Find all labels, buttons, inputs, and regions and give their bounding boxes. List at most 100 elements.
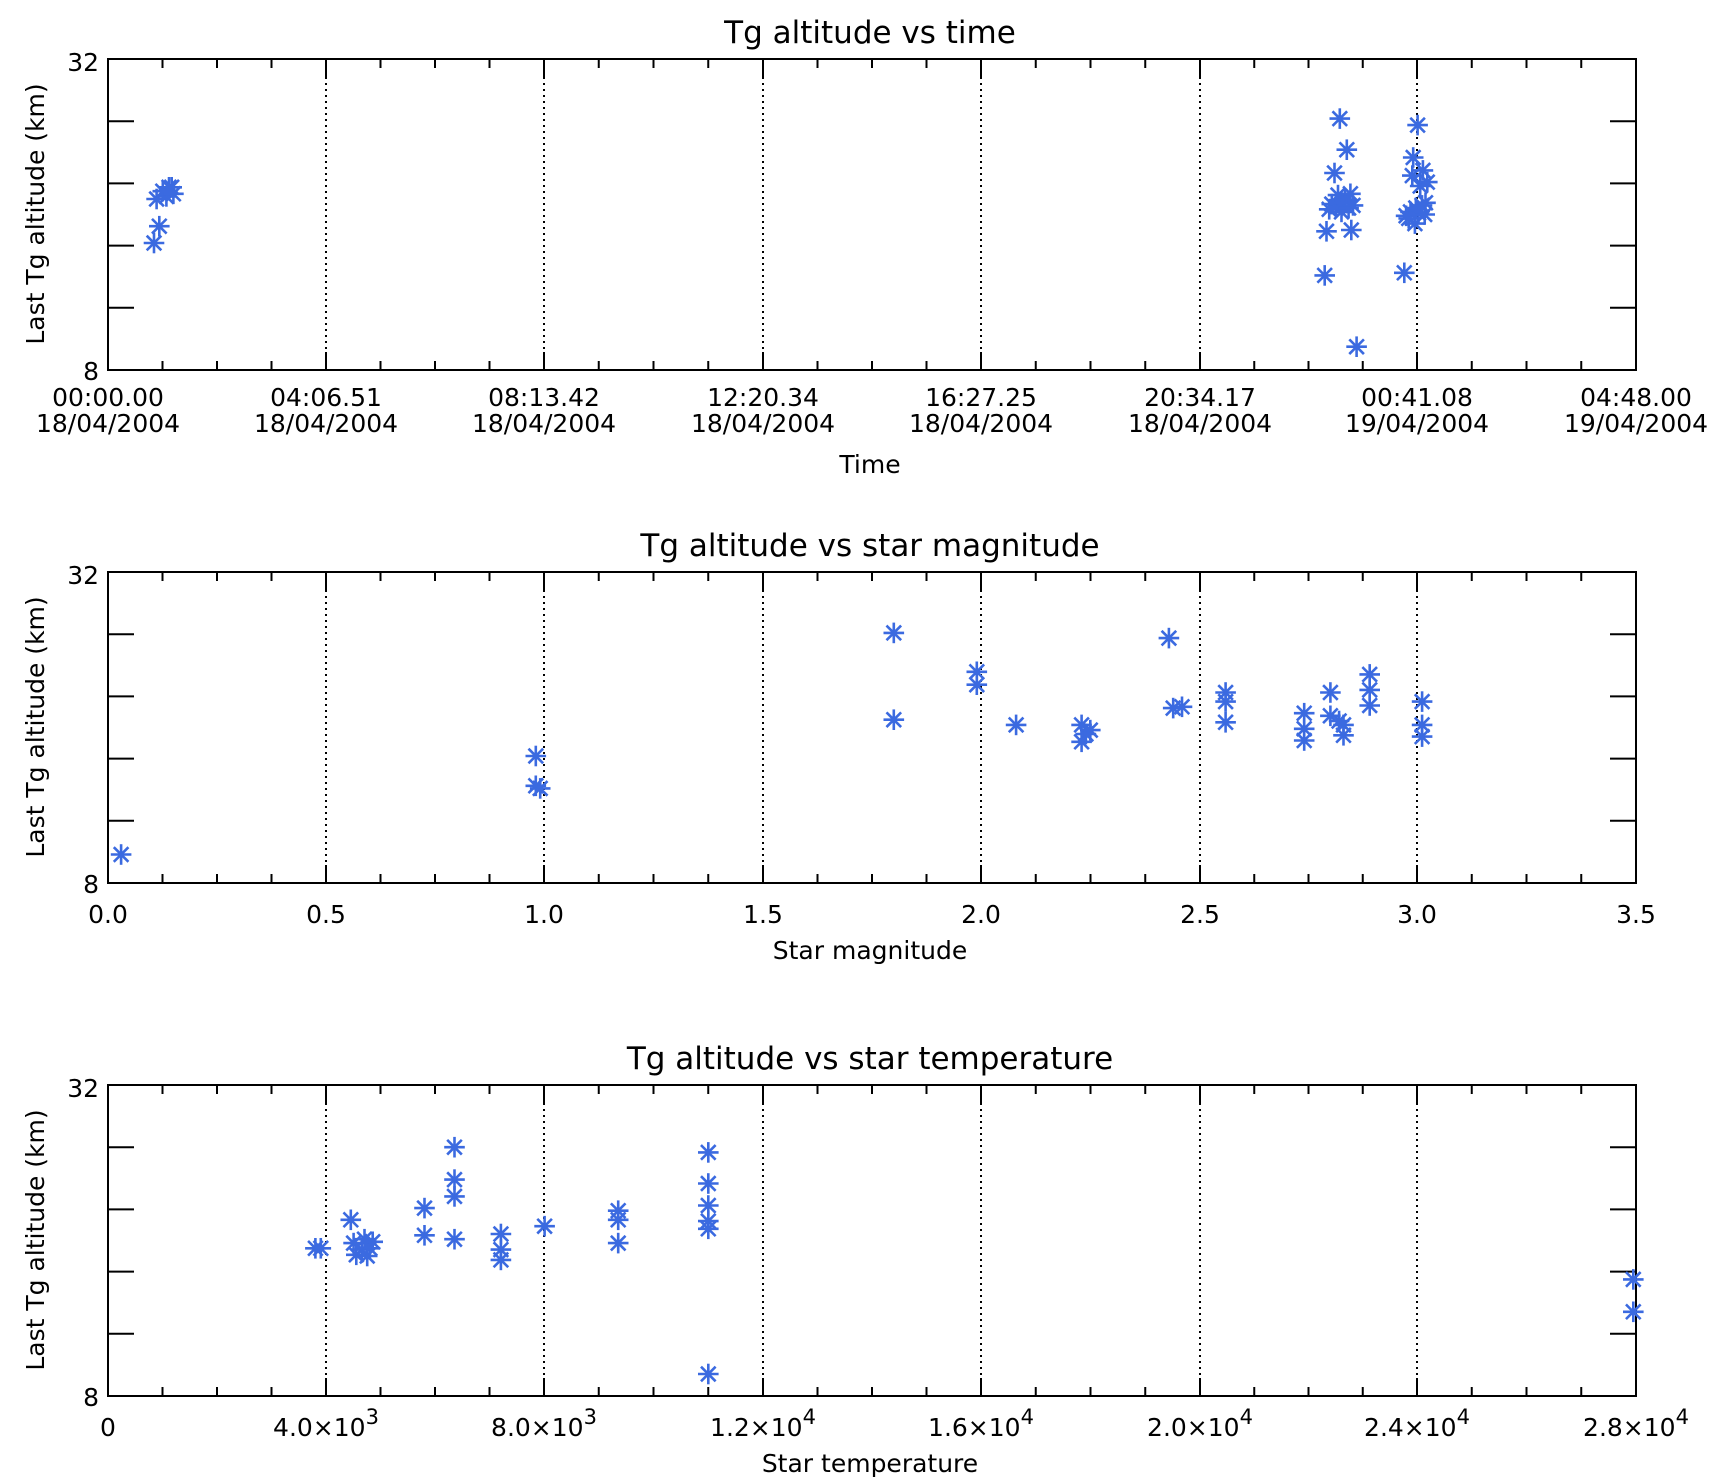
data-point <box>1320 682 1341 703</box>
x-tick-date-label: 18/04/2004 <box>909 409 1053 438</box>
data-point <box>1414 204 1435 225</box>
x-tick-label: 16:27.25 <box>925 383 1037 412</box>
x-tick-date-label: 19/04/2004 <box>1564 409 1708 438</box>
y-tick-label: 32 <box>67 48 99 77</box>
data-point <box>1333 724 1354 746</box>
data-point <box>607 1232 629 1254</box>
data-point <box>1623 1269 1644 1290</box>
data-point <box>966 674 988 696</box>
x-tick-date-label: 18/04/2004 <box>472 409 616 438</box>
x-axis-label: Star temperature <box>762 1449 978 1478</box>
data-point <box>1411 691 1433 712</box>
data-point <box>529 778 551 799</box>
x-tick-label: 00:41.08 <box>1361 383 1473 412</box>
x-tick-label: 04:06.51 <box>270 383 382 412</box>
y-axis-label: Last Tg altitude (km) <box>21 596 50 857</box>
x-axis-label: Time <box>838 450 900 479</box>
y-tick-label: 8 <box>83 1383 99 1412</box>
data-point <box>1402 147 1424 168</box>
plot-magnitude: Tg altitude vs star magnitude Star magni… <box>21 528 1656 965</box>
y-tick-label: 32 <box>67 561 99 590</box>
y-axis-label: Last Tg altitude (km) <box>21 83 50 344</box>
chart-title: Tg altitude vs time <box>723 15 1016 51</box>
data-point <box>1336 139 1358 160</box>
data-point <box>1080 719 1101 741</box>
data-point <box>1394 262 1415 284</box>
data-point <box>966 661 988 683</box>
chart-title: Tg altitude vs star temperature <box>626 1041 1113 1077</box>
x-tick-label: 3.0 <box>1397 900 1437 929</box>
plot-frame <box>107 1084 1637 1397</box>
chart-title: Tg altitude vs star magnitude <box>639 528 1099 564</box>
data-point <box>1314 265 1335 286</box>
x-tick-label: 20:34.17 <box>1144 383 1256 412</box>
y-tick-label: 8 <box>83 870 99 899</box>
data-point <box>1215 691 1236 712</box>
data-point <box>110 844 132 865</box>
plot-frame <box>107 571 1637 884</box>
data-point <box>163 183 184 205</box>
data-point <box>697 1363 719 1385</box>
data-point <box>1407 114 1428 136</box>
y-tick-label: 32 <box>67 1074 99 1103</box>
data-point <box>1333 714 1354 736</box>
data-point <box>525 745 547 767</box>
data-point <box>444 1169 465 1190</box>
data-point <box>1005 714 1027 736</box>
data-point <box>697 1173 719 1194</box>
x-tick-label: 1.5 <box>743 900 783 929</box>
x-tick-label: 3.5 <box>1616 900 1656 929</box>
x-tick-date-label: 18/04/2004 <box>254 409 398 438</box>
axis-ticks <box>107 59 1637 370</box>
data-point <box>1342 195 1364 216</box>
data-point <box>1341 219 1362 241</box>
data-point <box>1411 726 1433 747</box>
x-tick-label: 1.6×104 <box>928 1405 1034 1442</box>
x-tick-date-label: 18/04/2004 <box>36 409 180 438</box>
data-point <box>534 1215 555 1237</box>
y-tick-label: 8 <box>83 357 99 386</box>
x-tick-date-label: 19/04/2004 <box>1345 409 1489 438</box>
data-point <box>143 232 165 254</box>
y-axis-label: Last Tg altitude (km) <box>21 1109 50 1370</box>
x-tick-label: 0.5 <box>306 900 346 929</box>
x-tick-date-label: 18/04/2004 <box>691 409 835 438</box>
data-point <box>1346 336 1367 358</box>
data-point <box>1316 221 1337 242</box>
x-tick-label: 2.0×104 <box>1147 1405 1253 1442</box>
data-point <box>1329 108 1351 129</box>
data-point <box>1415 192 1436 214</box>
data-point <box>697 1218 719 1240</box>
data-point <box>1071 731 1092 753</box>
plot-temperature: Tg altitude vs star temperature Star tem… <box>21 1041 1689 1478</box>
data-point <box>444 1186 465 1207</box>
data-point <box>490 1249 512 1271</box>
data-point <box>1158 627 1180 649</box>
x-tick-label: 04:48.00 <box>1580 383 1692 412</box>
data-point <box>1359 695 1380 716</box>
data-point <box>883 622 905 644</box>
data-point <box>1324 162 1345 184</box>
x-tick-label: 0.0 <box>88 900 128 929</box>
data-point <box>1417 171 1438 193</box>
data-point <box>340 1209 362 1231</box>
x-tick-label: 1.2×104 <box>710 1405 816 1442</box>
data-point <box>697 1142 719 1163</box>
data-point <box>1171 696 1193 718</box>
data-point <box>1623 1301 1644 1323</box>
data-point <box>1215 711 1236 733</box>
plot-frame <box>107 58 1637 371</box>
data-point <box>310 1238 332 1259</box>
data-point <box>414 1225 435 1246</box>
x-tick-date-label: 18/04/2004 <box>1128 409 1272 438</box>
data-point <box>444 1136 465 1158</box>
x-tick-label: 12:20.34 <box>707 383 819 412</box>
x-tick-label: 0 <box>100 1413 116 1442</box>
data-point <box>149 215 170 237</box>
plot-time: Tg altitude vs time Time Last Tg altitud… <box>21 15 1708 479</box>
x-tick-label: 2.4×104 <box>1364 1405 1470 1442</box>
x-tick-label: 2.0 <box>961 900 1001 929</box>
axis-ticks <box>107 572 1637 883</box>
x-tick-label: 4.0×103 <box>273 1405 379 1442</box>
